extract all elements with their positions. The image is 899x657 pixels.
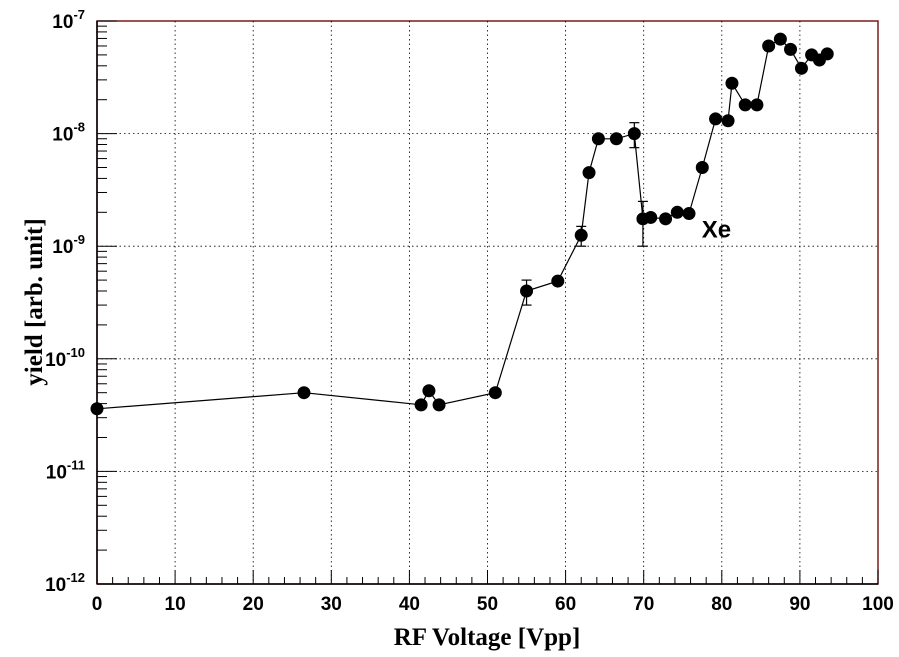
data-point (762, 39, 776, 53)
x-tick-label: 20 (243, 594, 264, 615)
grid (97, 21, 878, 584)
y-tick-mantissa: 10 (46, 462, 67, 483)
y-tick-label: 10-11 (46, 457, 85, 483)
data-point (627, 127, 641, 141)
y-tick-exponent: -10 (66, 345, 85, 360)
y-tick-mantissa: 10 (52, 237, 73, 258)
data-point (644, 210, 658, 224)
y-tick-mantissa: 10 (45, 575, 66, 596)
y-tick-label: 10-10 (45, 345, 85, 371)
data-point (551, 274, 565, 288)
y-tick-mantissa: 10 (45, 350, 66, 371)
data-point (659, 212, 673, 226)
data-point (695, 160, 709, 174)
y-tick-mantissa: 10 (52, 12, 73, 33)
x-tick-label: 100 (862, 594, 894, 615)
data-point (90, 402, 104, 416)
x-tick-label: 30 (321, 594, 342, 615)
data-point (794, 61, 808, 75)
data-point (721, 114, 735, 128)
y-tick-exponent: -9 (73, 232, 85, 247)
data-point (750, 98, 764, 112)
data-point (725, 76, 739, 90)
y-tick-label: 10-8 (52, 120, 85, 146)
data-point (432, 398, 446, 412)
y-axis-title: yield [arb. unit] (21, 218, 48, 385)
data-point (582, 166, 596, 180)
data-point (414, 398, 428, 412)
x-axis-title: RF Voltage [Vpp] (394, 624, 581, 651)
y-tick-label: 10-7 (52, 7, 85, 33)
data-point (738, 98, 752, 112)
data-point (488, 386, 502, 400)
data-point (784, 42, 798, 56)
annotation-label: Xe (702, 217, 731, 244)
data-point (297, 386, 311, 400)
x-tick-label: 70 (633, 594, 654, 615)
x-tick-label: 50 (477, 594, 498, 615)
y-tick-exponent: -7 (73, 7, 85, 22)
x-tick-label: 40 (399, 594, 420, 615)
data-point (670, 205, 684, 219)
ticks (96, 20, 879, 585)
data-point (820, 47, 834, 61)
data-point (422, 384, 436, 398)
data-point (520, 284, 534, 298)
data-point (609, 132, 623, 146)
y-tick-exponent: -11 (67, 457, 85, 472)
y-tick-exponent: -12 (66, 570, 85, 585)
y-tick-label: 10-9 (52, 232, 85, 258)
x-tick-label: 60 (555, 594, 576, 615)
y-tick-mantissa: 10 (52, 125, 73, 146)
data-point (682, 207, 696, 221)
series (90, 32, 834, 416)
data-point (773, 32, 787, 46)
y-tick-label: 10-12 (45, 570, 85, 596)
x-tick-labels: 0 10 20 30 40 50 60 70 80 90 100 (92, 594, 894, 615)
y-tick-exponent: -8 (73, 120, 85, 135)
data-point (709, 112, 723, 126)
x-tick-label: 90 (789, 594, 810, 615)
x-tick-label: 0 (92, 594, 103, 615)
x-tick-label: 10 (165, 594, 186, 615)
annotations: Xe (702, 217, 731, 244)
data-point (591, 132, 605, 146)
x-tick-label: 80 (711, 594, 732, 615)
data-point (574, 228, 588, 242)
